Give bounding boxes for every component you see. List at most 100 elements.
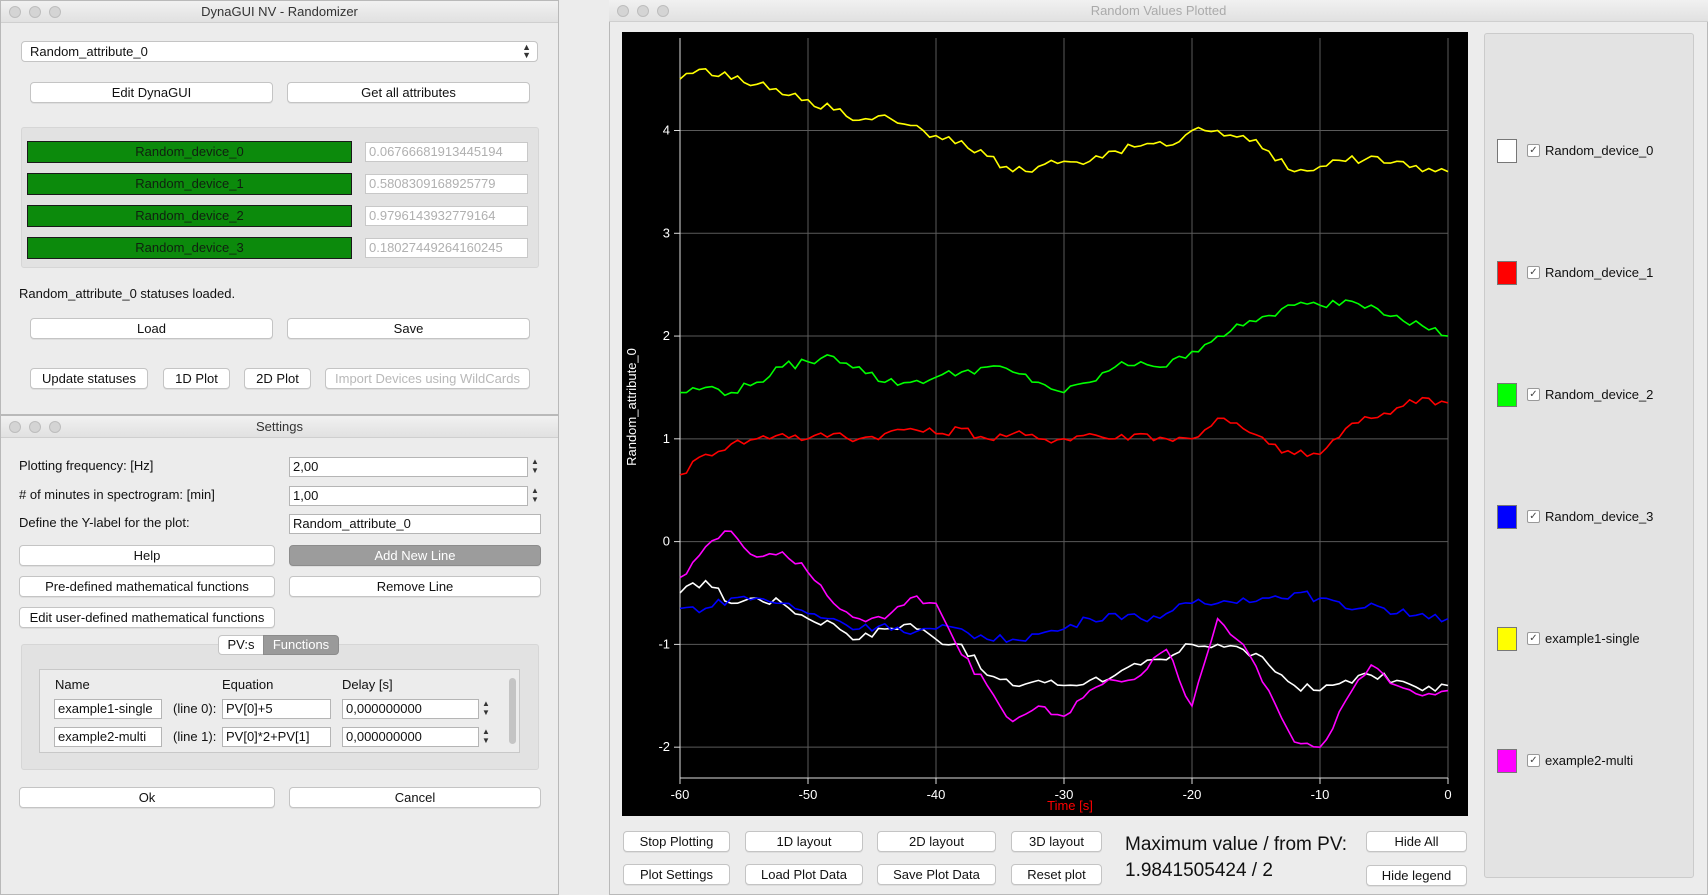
device-value: 0.9796143932779164: [365, 206, 528, 226]
import-wildcards-button[interactable]: Import Devices using WildCards: [325, 368, 530, 389]
attribute-select-value: Random_attribute_0: [30, 44, 148, 59]
user-defined-functions-button[interactable]: Edit user-defined mathematical functions: [19, 607, 275, 628]
function-equation-input[interactable]: PV[0]*2+PV[1]: [222, 727, 331, 747]
zoom-window-icon[interactable]: [49, 421, 61, 433]
minimize-window-icon[interactable]: [29, 6, 41, 18]
function-delay-input[interactable]: 0,000000000: [342, 727, 479, 747]
function-line-label: (line 1):: [173, 729, 217, 744]
zoom-window-icon[interactable]: [49, 6, 61, 18]
series-line-Random_device_2: [680, 299, 1449, 397]
minimize-window-icon[interactable]: [637, 5, 649, 17]
x-tick-label: 0: [1444, 787, 1451, 802]
load-plot-data-button[interactable]: Load Plot Data: [745, 864, 863, 885]
series-line-example2-multi: [679, 530, 1449, 749]
x-tick-label: -50: [799, 787, 818, 802]
device-button[interactable]: Random_device_3: [27, 237, 352, 259]
plot-series: [679, 67, 1449, 749]
x-tick-label: -20: [1183, 787, 1202, 802]
functions-table: Name Equation Delay [s] example1-single …: [39, 669, 520, 753]
y-axis-label: Random_attribute_0: [624, 348, 639, 466]
save-plot-data-button[interactable]: Save Plot Data: [877, 864, 996, 885]
plot-2d-button[interactable]: 2D Plot: [244, 368, 311, 389]
tab-pvs[interactable]: PV:s: [218, 635, 264, 655]
legend-checkbox[interactable]: ✓: [1527, 754, 1540, 767]
x-tick-label: -40: [927, 787, 946, 802]
plotting-frequency-stepper[interactable]: ▲ ▼: [531, 457, 539, 475]
device-panel: Random_device_0 0.06766681913445194 Rand…: [21, 127, 539, 268]
max-value-readout: 1.9841505424 / 2: [1125, 860, 1273, 881]
close-window-icon[interactable]: [9, 6, 21, 18]
settings-window-titlebar: Settings: [1, 416, 558, 438]
save-button[interactable]: Save: [287, 318, 530, 339]
settings-window-title: Settings: [256, 419, 303, 434]
legend-checkbox[interactable]: ✓: [1527, 388, 1540, 401]
reset-plot-button[interactable]: Reset plot: [1011, 864, 1102, 885]
legend-item: ✓ Random_device_1: [1497, 261, 1687, 285]
function-equation-input[interactable]: PV[0]+5: [222, 699, 331, 719]
x-tick-label: -10: [1311, 787, 1330, 802]
function-delay-stepper[interactable]: ▲ ▼: [482, 727, 490, 745]
y-tick-label: 2: [663, 328, 670, 343]
function-name-input[interactable]: example2-multi: [54, 727, 162, 747]
series-line-Random_device_1: [679, 396, 1449, 476]
legend-checkbox[interactable]: ✓: [1527, 632, 1540, 645]
function-name-input[interactable]: example1-single: [54, 699, 162, 719]
plotting-frequency-input[interactable]: 2,00: [289, 457, 528, 477]
close-window-icon[interactable]: [617, 5, 629, 17]
legend-panel: [1484, 33, 1694, 878]
attribute-select[interactable]: Random_attribute_0 ▲ ▼: [21, 41, 538, 62]
hide-legend-button[interactable]: Hide legend: [1366, 865, 1467, 886]
y-tick-label: 1: [663, 431, 670, 446]
zoom-window-icon[interactable]: [657, 5, 669, 17]
predefined-functions-button[interactable]: Pre-defined mathematical functions: [19, 576, 275, 597]
device-value: 0.06766681913445194: [365, 142, 528, 162]
legend-checkbox[interactable]: ✓: [1527, 144, 1540, 157]
device-value: 0.5808309168925779: [365, 174, 528, 194]
minutes-stepper[interactable]: ▲ ▼: [531, 486, 539, 504]
legend-checkbox[interactable]: ✓: [1527, 510, 1540, 523]
table-scrollbar[interactable]: [509, 678, 516, 744]
tab-functions[interactable]: Functions: [263, 635, 339, 655]
y-tick-label: 3: [663, 225, 670, 240]
layout-1d-button[interactable]: 1D layout: [745, 831, 863, 852]
y-tick-label: -1: [658, 636, 670, 651]
edit-dynagui-button[interactable]: Edit DynaGUI: [30, 82, 273, 103]
minutes-input[interactable]: 1,00: [289, 486, 528, 506]
ylabel-input[interactable]: Random_attribute_0: [289, 514, 541, 534]
legend-color-swatch: [1497, 261, 1517, 285]
ok-button[interactable]: Ok: [19, 787, 275, 808]
stop-plotting-button[interactable]: Stop Plotting: [623, 831, 730, 852]
load-button[interactable]: Load: [30, 318, 273, 339]
legend-item: ✓ example1-single: [1497, 627, 1687, 651]
legend-checkbox[interactable]: ✓: [1527, 266, 1540, 279]
series-line-Random_device_0: [679, 579, 1449, 693]
device-value: 0.18027449264160245: [365, 238, 528, 258]
layout-3d-button[interactable]: 3D layout: [1011, 831, 1102, 852]
device-button[interactable]: Random_device_0: [27, 141, 352, 163]
close-window-icon[interactable]: [9, 421, 21, 433]
legend-color-swatch: [1497, 505, 1517, 529]
add-new-line-button[interactable]: Add New Line: [289, 545, 541, 566]
legend-item: ✓ Random_device_0: [1497, 139, 1687, 163]
device-button[interactable]: Random_device_1: [27, 173, 352, 195]
get-all-attributes-button[interactable]: Get all attributes: [287, 82, 530, 103]
x-tick-label: -60: [671, 787, 690, 802]
plot-settings-button[interactable]: Plot Settings: [623, 864, 730, 885]
cancel-button[interactable]: Cancel: [289, 787, 541, 808]
table-header-delay: Delay [s]: [342, 677, 393, 692]
remove-line-button[interactable]: Remove Line: [289, 576, 541, 597]
minimize-window-icon[interactable]: [29, 421, 41, 433]
plot-1d-button[interactable]: 1D Plot: [163, 368, 230, 389]
legend-label: Random_device_0: [1545, 143, 1654, 158]
update-statuses-button[interactable]: Update statuses: [30, 368, 148, 389]
layout-2d-button[interactable]: 2D layout: [877, 831, 996, 852]
help-button[interactable]: Help: [19, 545, 275, 566]
function-delay-stepper[interactable]: ▲ ▼: [482, 699, 490, 717]
status-text: Random_attribute_0 statuses loaded.: [19, 286, 236, 301]
hide-all-button[interactable]: Hide All: [1366, 831, 1467, 852]
function-delay-input[interactable]: 0,000000000: [342, 699, 479, 719]
device-button[interactable]: Random_device_2: [27, 205, 352, 227]
legend-color-swatch: [1497, 749, 1517, 773]
